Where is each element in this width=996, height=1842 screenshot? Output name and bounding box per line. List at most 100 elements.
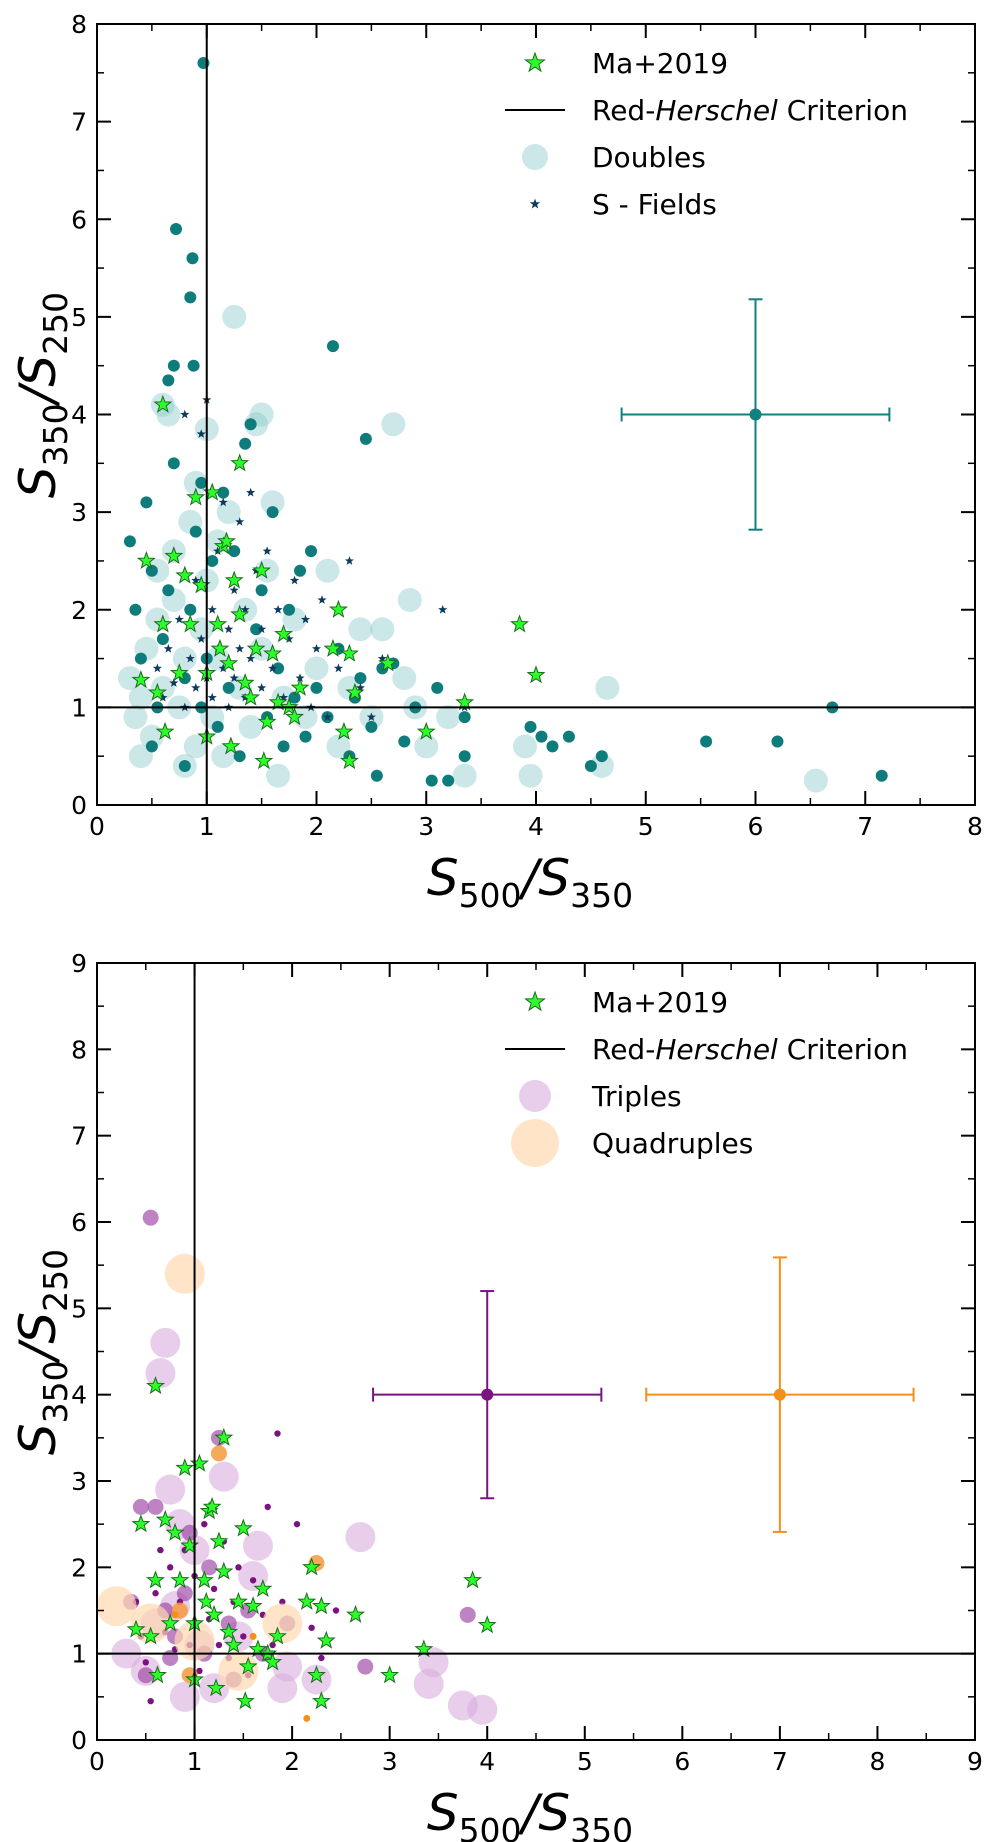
p0-point-3-46 (526, 665, 546, 684)
p1-point-6-35 (267, 1626, 287, 1645)
p0-point-1-35 (266, 506, 279, 519)
p0-point-0-44 (348, 617, 373, 642)
p1-point-1-8 (176, 1585, 193, 1602)
p0-point-1-11 (167, 359, 180, 372)
p1-point-1-2 (137, 1667, 154, 1684)
p0-point-1-8 (162, 584, 175, 597)
p1-x-tick-label-5: 5 (577, 1747, 593, 1776)
p0-point-1-67 (595, 750, 608, 763)
p0-y-tick-label-3: 3 (71, 498, 87, 527)
p0-point-1-10 (167, 457, 180, 470)
p0-point-1-59 (442, 774, 455, 787)
p1-y-tick-label-2: 2 (71, 1553, 87, 1582)
p0-point-0-42 (326, 734, 351, 759)
p0-point-3-6 (164, 546, 184, 565)
p1-point-6-10 (175, 1458, 195, 1477)
p1-point-5-0 (171, 1611, 179, 1619)
p1-point-6-38 (307, 1665, 326, 1684)
p1-point-6-22 (214, 1561, 234, 1580)
p0-point-0-55 (518, 763, 543, 788)
p0-point-3-7 (169, 663, 189, 682)
p0-point-0-51 (414, 734, 439, 759)
p1-plot-area (97, 1209, 498, 1725)
p0-point-1-65 (562, 730, 575, 743)
p0-point-3-19 (219, 653, 239, 672)
p0-point-3-24 (235, 673, 255, 692)
p1-point-6-4 (146, 1376, 166, 1395)
p1-point-0-23 (467, 1694, 498, 1725)
p0-point-2-15 (207, 692, 217, 702)
p0-point-1-2 (134, 652, 147, 665)
p0-point-3-22 (230, 604, 250, 623)
p1-point-0-14 (238, 1560, 269, 1591)
p1-errorbar-0 (372, 1290, 603, 1500)
p0-point-3-36 (323, 638, 343, 657)
p1-point-2-26 (264, 1503, 271, 1511)
p0-point-2-49 (377, 653, 387, 663)
p1-point-6-24 (219, 1622, 239, 1641)
p1-point-6-2 (141, 1626, 161, 1645)
p0-point-3-27 (252, 560, 272, 579)
p1-point-2-5 (157, 1546, 164, 1554)
p1-point-6-34 (263, 1652, 283, 1671)
p1-legend: Ma+2019 Red-Herschel Criterion Triples Quad… (505, 986, 908, 1167)
p0-point-1-71 (875, 769, 888, 782)
p0-point-2-11 (196, 429, 206, 438)
p1-point-0-19 (345, 1522, 376, 1553)
p0-x-tick-label-3: 3 (418, 812, 434, 841)
p1-point-0-15 (242, 1530, 273, 1561)
p0-point-3-32 (274, 624, 294, 643)
p1-y-tick-label-7: 7 (71, 1122, 87, 1151)
p0-point-1-69 (771, 735, 784, 748)
p1-point-4-2 (210, 1445, 227, 1462)
p0-y-tick-label-7: 7 (71, 108, 87, 137)
p1-series-quadruples-small- (171, 1611, 311, 1722)
p0-point-1-41 (299, 730, 312, 743)
p1-point-6-1 (131, 1514, 151, 1533)
p0-point-2-17 (213, 546, 223, 556)
p0-point-3-1 (136, 550, 156, 569)
p0-point-1-55 (398, 735, 411, 748)
p0-point-0-40 (304, 656, 329, 681)
p0-x-tick-label-0: 0 (89, 812, 105, 841)
p1-point-6-37 (302, 1557, 322, 1576)
p0-point-1-29 (233, 750, 246, 763)
p1-point-2-29 (279, 1598, 286, 1606)
p0-point-3-41 (345, 682, 365, 701)
p1-point-6-41 (316, 1630, 336, 1649)
p0-point-3-39 (339, 643, 359, 662)
p1-x-tick-label-7: 7 (772, 1747, 788, 1776)
p1-point-6-36 (297, 1591, 317, 1610)
p1-point-6-45 (463, 1570, 483, 1589)
p0-legend: Ma+2019 Red-Herschel Criterion Doubles S - … (505, 47, 908, 221)
p0-point-2-4 (174, 614, 184, 624)
p0-point-2-24 (235, 644, 245, 653)
p0-point-1-19 (189, 525, 202, 538)
p0-point-0-57 (595, 675, 620, 700)
p0-legend-ma-marker (524, 51, 546, 73)
p0-point-0-32 (249, 402, 274, 427)
p1-point-6-14 (189, 1453, 209, 1472)
p0-point-3-4 (153, 394, 173, 413)
p0-point-1-51 (365, 720, 378, 733)
p0-point-1-58 (431, 681, 444, 694)
p1-point-6-9 (170, 1570, 190, 1589)
p0-point-2-3 (169, 678, 179, 687)
p1-point-6-26 (228, 1591, 248, 1610)
p0-point-1-30 (239, 437, 252, 450)
p0-legend-label-doubles: Doubles (592, 141, 706, 174)
p0-legend-label-ma: Ma+2019 (592, 47, 728, 80)
p0-point-3-25 (241, 687, 261, 706)
p0-point-0-46 (370, 617, 395, 642)
p0-legend-doubles-marker (522, 144, 548, 170)
p1-x-axis-title: S500/S350 (427, 1784, 633, 1842)
p0-point-1-33 (255, 584, 268, 597)
p0-point-2-34 (268, 663, 278, 673)
p0-point-1-50 (359, 432, 372, 445)
p1-point-6-20 (206, 1678, 226, 1697)
p1-point-1-1 (132, 1498, 149, 1515)
p1-point-6-42 (346, 1604, 366, 1623)
p0-point-3-37 (328, 599, 348, 618)
p0-point-1-60 (458, 750, 471, 763)
p1-y-tick-label-8: 8 (71, 1035, 87, 1064)
